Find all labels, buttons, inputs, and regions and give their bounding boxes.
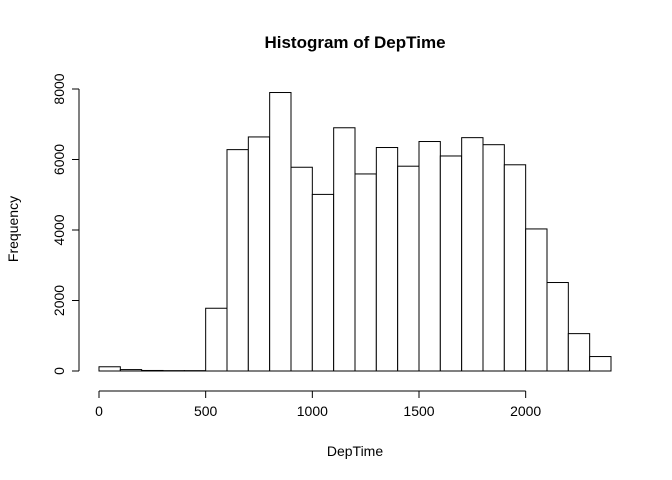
histogram-bar [333,127,356,372]
histogram-bar [397,165,420,372]
y-axis: 0 2000 4000 6000 8000 [51,73,80,375]
histogram-bar [503,164,527,372]
histogram-bar [461,137,484,372]
x-tick-label: 500 [194,403,218,419]
histogram-bar [205,307,228,372]
histogram-bar [439,155,463,372]
histogram-bar [98,366,121,372]
x-tick-label: 1500 [403,403,434,419]
y-tick-label: 8000 [51,73,67,104]
histogram-bar [589,356,612,372]
y-axis-label: Frequency [5,196,21,262]
y-tick-label: 6000 [51,144,67,175]
y-tick-label: 0 [51,367,67,375]
x-tick-label: 1000 [297,403,328,419]
bars-group [98,92,612,372]
histogram-bar [119,369,143,372]
y-tick-label: 4000 [51,214,67,245]
histogram-bar [269,92,292,372]
histogram-bar [546,282,569,372]
y-tick-label: 2000 [51,285,67,316]
histogram-bar [290,166,313,372]
histogram-bar [354,173,377,372]
histogram-bar [525,228,548,372]
histogram-bar [418,141,441,372]
x-axis: 0 500 1000 1500 2000 [95,390,541,419]
chart-title: Histogram of DepTime [264,33,445,52]
x-tick-label: 0 [95,403,103,419]
histogram-bar [482,144,505,372]
histogram-bar [141,369,164,372]
histogram-bar [226,149,249,372]
histogram-bar [375,147,399,372]
histogram-bar [311,193,335,372]
histogram-bar [247,136,271,372]
x-axis-label: DepTime [327,443,383,459]
histogram-bar [567,333,591,372]
x-tick-label: 2000 [510,403,541,419]
